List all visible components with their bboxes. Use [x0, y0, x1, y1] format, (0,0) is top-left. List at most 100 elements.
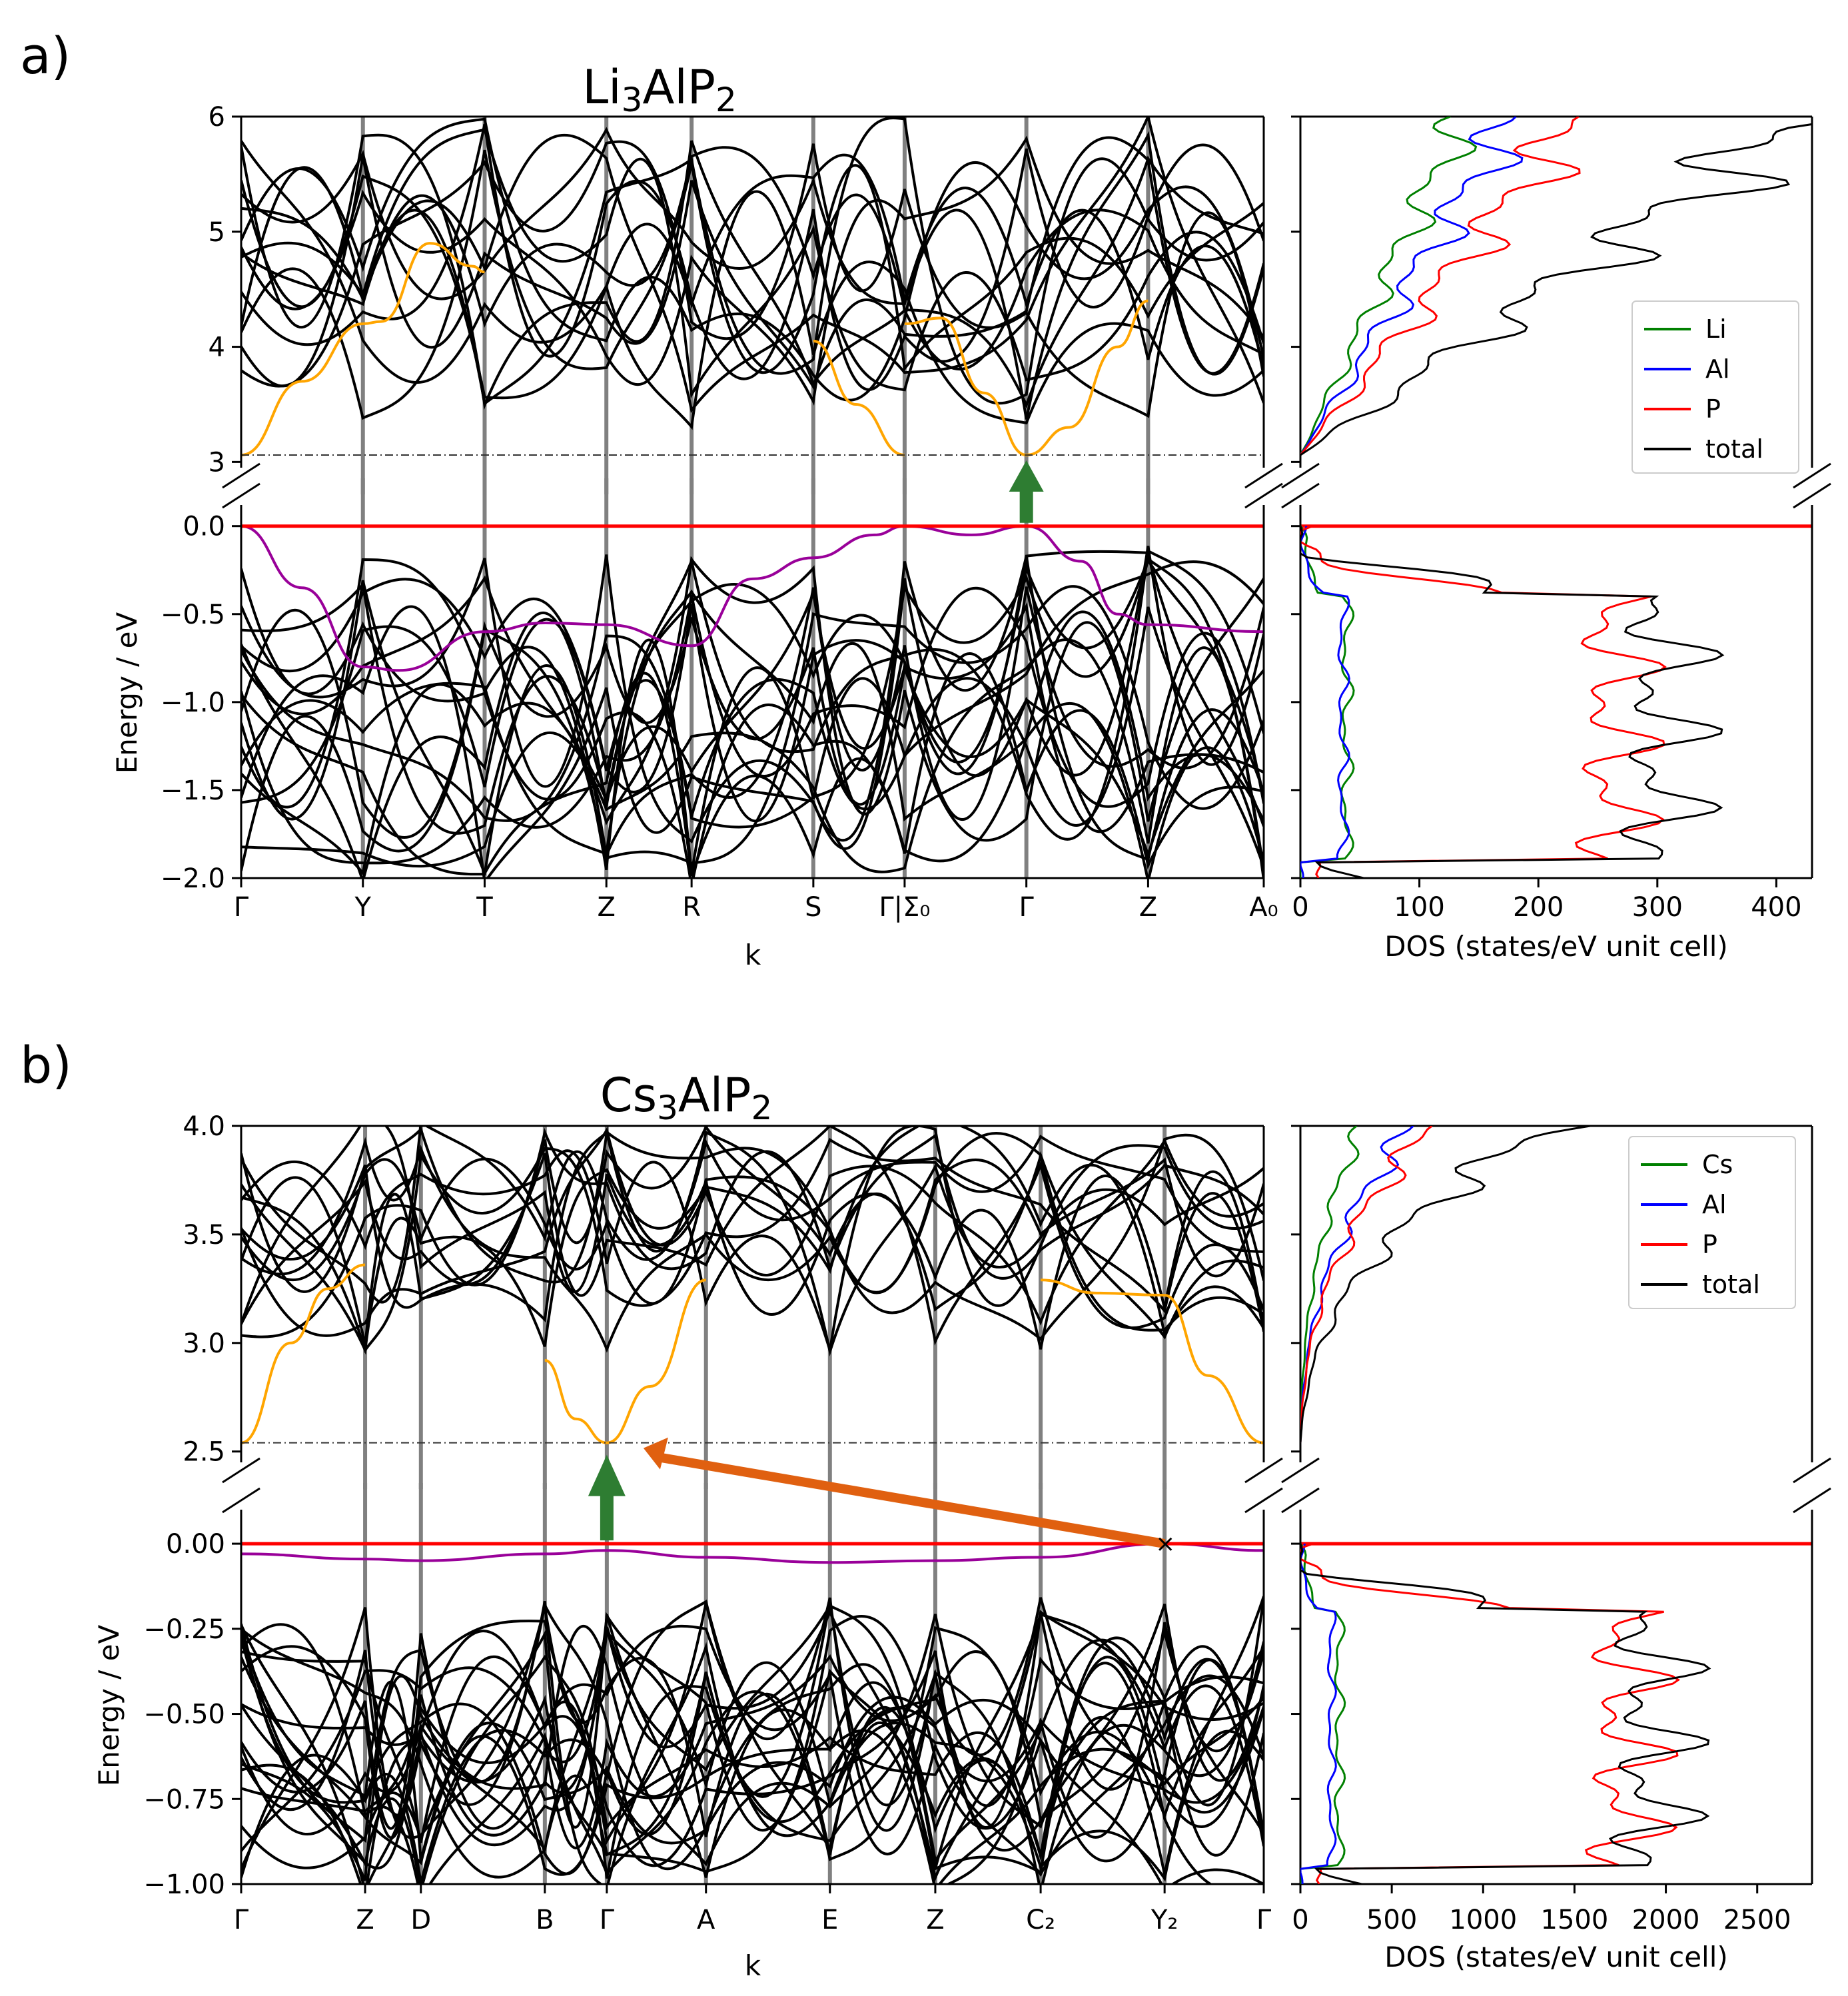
- a-dos-valence-axes: 0 100 200 300 400: [1291, 505, 1813, 923]
- legend-entry: Li: [1705, 314, 1727, 344]
- axis-break: [1244, 1457, 1283, 1484]
- dos-tick-label: 1000: [1449, 1905, 1517, 1935]
- cbm-band: [241, 242, 485, 456]
- k-point-label: Z: [926, 1905, 944, 1935]
- dos-curve-cs: [1300, 1543, 1346, 1884]
- k-point-label: Γ|Σ₀: [879, 892, 930, 923]
- dos-tick-label: 0: [1292, 892, 1308, 923]
- band-line: [241, 578, 1264, 878]
- axis-break: [1281, 482, 1320, 509]
- band-line: [241, 135, 1264, 406]
- dos-curve-al: [1300, 526, 1350, 878]
- band-line: [241, 1157, 1264, 1305]
- k-point-label: D: [410, 1905, 431, 1935]
- y-tick-label: −0.5: [161, 600, 225, 630]
- k-point-label: Y: [354, 892, 372, 923]
- dos-tick-label: 0: [1292, 1905, 1308, 1935]
- band-line: [241, 638, 1264, 878]
- k-point-label: Γ: [234, 892, 249, 923]
- band-line: [241, 1126, 1264, 1350]
- axis-break: [1281, 1457, 1320, 1484]
- direct-gap-arrow: [588, 1454, 626, 1541]
- dos-tick-label: 300: [1632, 892, 1683, 923]
- legend-entry: total: [1705, 434, 1763, 464]
- axis-break: [1244, 1487, 1283, 1514]
- band-line: [241, 140, 1264, 384]
- band-line: [241, 1623, 1264, 1884]
- band-line: [241, 140, 1264, 418]
- band-line: [241, 1130, 1264, 1357]
- legend-entry: P: [1705, 394, 1721, 424]
- band-line: [241, 123, 1264, 391]
- b-dos-valence-axes: 0 500 1000 1500 2000 2500: [1291, 1510, 1813, 1935]
- band-line: [241, 133, 1264, 410]
- dos-curve-total: [1300, 1543, 1711, 1884]
- axis-break: [222, 482, 260, 509]
- band-line: [241, 1626, 1264, 1884]
- panel-a: a) Li3AlP2 3 4 5 6 0.0 −0.5 −1.0 −1.5 −2.0 Γ Y T Z R…: [20, 26, 1831, 971]
- y-tick-label: 3.5: [183, 1220, 225, 1250]
- vbm-marker: ×: [1155, 1530, 1175, 1558]
- legend-entry: Cs: [1702, 1150, 1733, 1179]
- band-line: [241, 1636, 1264, 1873]
- dos-curve-p: [1300, 525, 1667, 878]
- b-dos-xlabel: DOS (states/eV unit cell): [1384, 1941, 1728, 1973]
- band-line: [241, 550, 1264, 844]
- k-point-label: Z: [356, 1905, 374, 1935]
- y-tick-label: 3.0: [183, 1328, 225, 1359]
- y-tick-label: −1.00: [143, 1869, 225, 1900]
- band-line: [241, 546, 1264, 839]
- valence-bands: [241, 546, 1264, 878]
- axis-break: [222, 462, 260, 489]
- k-point-label: B: [536, 1905, 554, 1935]
- b-xlabel: k: [745, 1949, 761, 1982]
- band-line: [241, 1127, 1264, 1341]
- band-line: [241, 128, 1264, 399]
- a-dos-xlabel: DOS (states/eV unit cell): [1384, 930, 1728, 963]
- b-band-valence-axes: 0.00 −0.25 −0.50 −0.75 −1.00 Γ Z D B Γ A E Z C₂ Y₂ Γ ×: [143, 1437, 1272, 1935]
- band-line: [241, 1126, 1264, 1355]
- k-point-label: S: [805, 892, 821, 923]
- dos-tick-label: 1500: [1541, 1905, 1609, 1935]
- y-tick-label: −1.0: [161, 688, 225, 718]
- band-line: [241, 1612, 1264, 1867]
- legend-frame: [1631, 300, 1799, 474]
- y-tick-label: 3: [209, 447, 225, 478]
- dos-tick-label: 2500: [1723, 1905, 1791, 1935]
- band-line: [241, 127, 1264, 420]
- legend-entry: P: [1702, 1230, 1717, 1259]
- band-line: [241, 557, 1264, 871]
- band-line: [241, 174, 1264, 430]
- arrow-head: [1009, 460, 1044, 492]
- k-point-label: Z: [1139, 892, 1157, 923]
- dos-curve-p: [1300, 1542, 1681, 1884]
- axis-break: [222, 1457, 260, 1484]
- k-point-label: Z: [598, 892, 616, 923]
- dos-curve-total: [1300, 526, 1725, 878]
- b-ylabel: Energy / eV: [93, 1625, 125, 1787]
- a-ylabel: Energy / eV: [111, 612, 143, 774]
- band-line: [241, 1634, 1264, 1863]
- dos-curve-li: [1300, 117, 1478, 456]
- panel-b-title: Cs3AlP2: [600, 1068, 773, 1127]
- direct-gap-arrow: [1009, 460, 1044, 523]
- b-band-conduction-axes: 2.5 3.0 3.5 4.0: [183, 1111, 1283, 1514]
- dos-tick-label: 2000: [1632, 1905, 1700, 1935]
- k-point-label: Y₂: [1151, 1905, 1178, 1935]
- band-line: [241, 1600, 1264, 1884]
- y-tick-label: 6: [209, 102, 225, 133]
- y-tick-label: 4: [209, 332, 225, 363]
- k-point-label: Γ: [1256, 1905, 1272, 1935]
- dos-curve-p: [1300, 117, 1581, 456]
- y-tick-label: 0.0: [183, 512, 225, 542]
- arrow-head: [643, 1437, 668, 1470]
- band-line: [241, 589, 1264, 878]
- indirect-gap-arrow: [643, 1437, 1166, 1548]
- band-line: [241, 1629, 1264, 1882]
- dos-curve-al: [1300, 1543, 1337, 1884]
- panel-b: b) Cs3AlP2 2.5 3.0 3.5 4.0 0.00 −0.25 −0.50 −0…: [20, 1035, 1831, 1982]
- y-tick-label: −0.75: [143, 1784, 225, 1815]
- dos-curve-total: [1300, 123, 1812, 456]
- band-line: [241, 1596, 1264, 1881]
